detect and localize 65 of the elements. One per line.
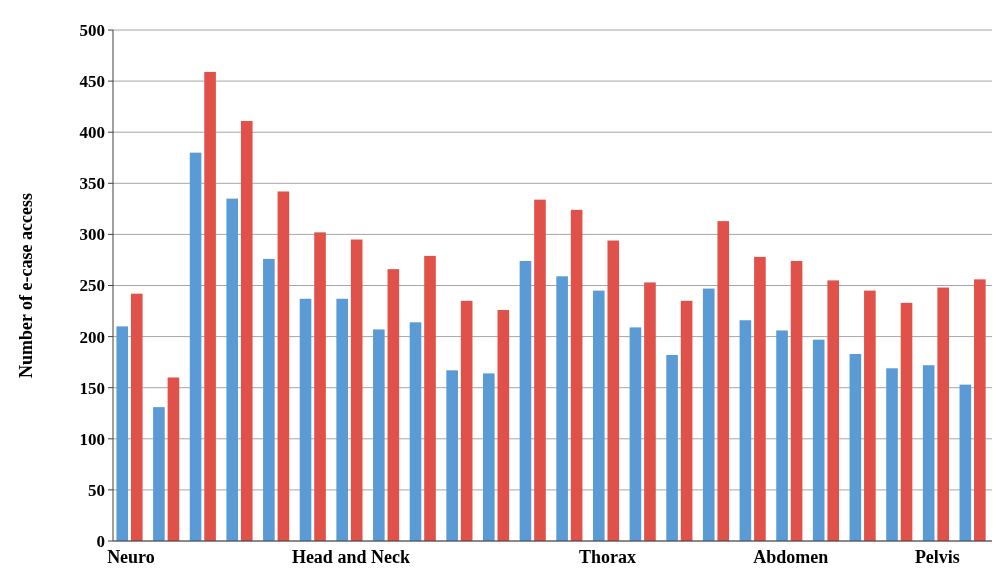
- y-tick-label: 200: [79, 327, 105, 347]
- bar: [937, 287, 949, 541]
- bar: [350, 239, 363, 541]
- bar: [446, 370, 458, 541]
- x-tick-label: Abdomen: [753, 547, 829, 567]
- bar: [409, 322, 422, 541]
- bar: [226, 198, 239, 541]
- bar: [812, 339, 825, 541]
- bar: [607, 240, 620, 541]
- bar: [592, 290, 605, 541]
- bar: [922, 365, 935, 541]
- x-tick-label: Head and Neck: [291, 547, 410, 567]
- bar: [717, 221, 730, 541]
- bar: [629, 327, 642, 541]
- bar: [153, 407, 165, 541]
- bar: [680, 300, 693, 541]
- y-tick-label: 450: [79, 72, 105, 92]
- bar: [277, 191, 290, 541]
- y-tick-label: 350: [79, 174, 105, 194]
- bar: [314, 232, 326, 541]
- y-tick-label: 150: [79, 378, 105, 398]
- bar: [497, 310, 510, 541]
- bar: [702, 288, 715, 541]
- bar: [754, 256, 766, 541]
- y-tick-label: 50: [88, 480, 105, 500]
- x-tick-label: Thorax: [578, 547, 636, 567]
- bar: [240, 120, 253, 541]
- y-tick-label: 500: [79, 20, 105, 40]
- bar: [827, 280, 840, 541]
- bar: [387, 269, 400, 541]
- bar: [974, 279, 986, 541]
- y-axis-title: Number of e-case access: [16, 192, 36, 379]
- bar: [299, 298, 312, 541]
- bar: [886, 368, 898, 541]
- bar: [959, 384, 972, 541]
- bar: [790, 260, 803, 541]
- x-tick-label: Pelvis: [914, 547, 960, 567]
- bar: [204, 71, 216, 541]
- bar: [373, 329, 385, 541]
- bar: [460, 300, 473, 541]
- bar: [556, 276, 568, 541]
- y-tick-label: 0: [96, 531, 105, 551]
- bar: [519, 260, 532, 541]
- bar: [534, 199, 546, 541]
- y-tick-label: 100: [79, 429, 105, 449]
- x-tick-label: Neuro: [107, 547, 155, 567]
- bar: [189, 152, 202, 541]
- bar: [644, 282, 656, 541]
- bar: [776, 330, 788, 541]
- y-tick-label: 400: [79, 123, 105, 143]
- bar: [849, 353, 862, 541]
- y-tick-label: 250: [79, 276, 105, 296]
- bar: [666, 355, 678, 541]
- bar: [864, 290, 876, 541]
- bar: [900, 302, 913, 541]
- bar: [116, 326, 129, 541]
- bar: [739, 320, 752, 541]
- bar: [263, 258, 275, 541]
- bar: [167, 377, 180, 541]
- bar: [483, 373, 495, 541]
- y-tick-label: 300: [79, 225, 105, 245]
- bar: [424, 255, 436, 541]
- bar: [570, 209, 583, 541]
- bar: [130, 293, 143, 541]
- bar: [336, 298, 348, 541]
